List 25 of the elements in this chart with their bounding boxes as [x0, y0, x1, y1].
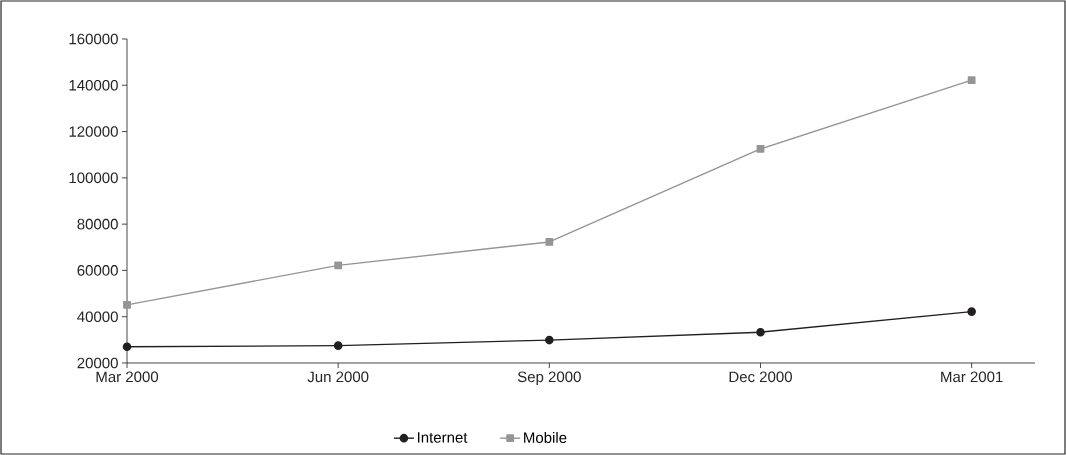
y-tick-label: 40000	[77, 311, 118, 323]
point	[545, 335, 554, 345]
point	[333, 341, 343, 350]
legend-label: Mobile	[524, 431, 567, 443]
x-tick-label: Mar 2001	[941, 371, 1003, 383]
x-tick-label: Jun 2000	[307, 371, 369, 383]
point	[756, 327, 765, 337]
point	[545, 238, 554, 246]
y-tick-label: 60000	[77, 265, 118, 276]
y-tick-label: 20000	[77, 357, 118, 369]
x-tick-label: Mar 2000	[96, 371, 159, 383]
point	[123, 301, 131, 309]
point	[122, 342, 132, 352]
point	[756, 145, 765, 153]
x-tick-label: Dec 2000	[729, 371, 792, 383]
y-tick-label: 160000	[69, 33, 118, 45]
point	[967, 307, 976, 316]
y-tick-label: 80000	[77, 218, 118, 230]
y-tick-label: 100000	[69, 172, 118, 184]
y-tick-label: 140000	[69, 79, 118, 91]
y-tick-label: 120000	[69, 126, 118, 137]
legend-label: Internet	[417, 432, 468, 443]
point	[334, 261, 343, 270]
x-tick-label: Sep 2000	[517, 371, 581, 386]
point	[967, 76, 976, 85]
